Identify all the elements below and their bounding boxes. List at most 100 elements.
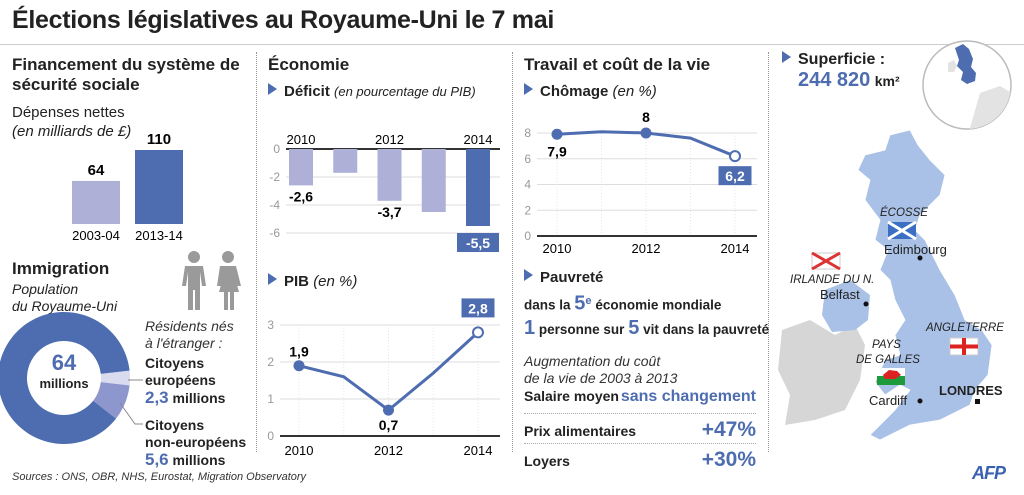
data-label: 8 bbox=[642, 109, 650, 125]
column-divider bbox=[256, 52, 257, 452]
y-tick-label: 3 bbox=[267, 318, 274, 332]
superficie: Superficie : 244 820 km² bbox=[782, 50, 900, 92]
triangle-bullet-icon bbox=[524, 83, 533, 95]
belfast-dot bbox=[863, 301, 869, 307]
northern-ireland-flag bbox=[811, 251, 841, 271]
triangle-bullet-icon bbox=[268, 83, 277, 95]
eu-value: 2,3 bbox=[145, 388, 169, 407]
noneu-citizens-label: Citoyens non-européens 5,6 millions bbox=[145, 417, 246, 469]
population-total: 64 bbox=[51, 350, 77, 375]
bar bbox=[72, 180, 120, 224]
region-label: DE GALLES bbox=[856, 354, 920, 366]
column-divider bbox=[512, 52, 513, 452]
series-line bbox=[298, 331, 480, 413]
cost-row-value: +47% bbox=[701, 418, 756, 441]
great-britain-shape bbox=[857, 129, 993, 441]
eu-unit: millions bbox=[172, 390, 226, 406]
people-icons bbox=[182, 251, 241, 310]
donut-slice bbox=[100, 370, 130, 386]
cardiff-dot bbox=[917, 398, 923, 404]
superficie-unit: km² bbox=[874, 73, 900, 89]
deficit-bar-chart: 0 -2 -4 -6 2010 2012 2014 -2,6 -3,7 -5,5 bbox=[269, 132, 500, 252]
bar bbox=[421, 149, 446, 212]
chomage-title: Chômage (en %) bbox=[524, 82, 657, 101]
edimbourg-dot bbox=[917, 255, 923, 261]
region-label: ANGLETERRE bbox=[925, 322, 1004, 334]
financement-subtitle: Dépenses nettes bbox=[12, 104, 125, 121]
noneu-label-line1: Citoyens bbox=[145, 417, 205, 433]
bar bbox=[377, 149, 402, 201]
cost-intro-line2: de la vie de 2003 à 2013 bbox=[524, 370, 678, 386]
superficie-label: Superficie : bbox=[798, 51, 886, 68]
page-title: Élections législatives au Royaume-Uni le… bbox=[12, 6, 554, 34]
cost-row: Salaire moyen sans changement bbox=[524, 388, 756, 414]
triangle-bullet-icon bbox=[782, 51, 791, 63]
cost-row: Loyers +30% bbox=[524, 444, 756, 474]
triangle-bullet-icon bbox=[524, 269, 533, 281]
region-label: IRLANDE DU N. bbox=[790, 274, 874, 286]
afp-logo: AFP bbox=[972, 463, 1006, 483]
cost-intro: Augmentation du coût de la vie de 2003 à… bbox=[524, 353, 677, 387]
cost-row-label: Loyers bbox=[524, 453, 570, 469]
deficit-title: Déficit (en pourcentage du PIB) bbox=[268, 82, 476, 101]
immigration-subtitle-line2: du Royaume-Uni bbox=[12, 298, 118, 314]
data-label: 1,9 bbox=[289, 344, 309, 360]
x-tick-label: 2014 bbox=[464, 443, 493, 458]
chomage-title-text: Chômage bbox=[540, 83, 609, 100]
immigration-subtitle-line1: Population bbox=[12, 281, 79, 297]
data-label: 7,9 bbox=[547, 143, 567, 159]
pauvrete-title: Pauvreté bbox=[524, 268, 603, 287]
residents-line1: Résidents nés bbox=[145, 318, 234, 334]
city-label: Cardiff bbox=[869, 393, 907, 408]
immigration-heading: Immigration bbox=[12, 259, 110, 278]
data-point bbox=[640, 127, 652, 139]
noneu-label-line2: non-européens bbox=[145, 434, 247, 450]
eu-label-line2: européens bbox=[145, 372, 216, 388]
bar bbox=[135, 150, 183, 224]
cost-table: Salaire moyen sans changement Prix alime… bbox=[524, 388, 756, 474]
x-tick-label: 2014 bbox=[464, 132, 493, 147]
cost-row-label: Prix alimentaires bbox=[524, 423, 637, 439]
triangle-bullet-icon bbox=[268, 273, 277, 285]
woman-icon bbox=[217, 251, 241, 310]
city-label: Belfast bbox=[820, 287, 860, 302]
immigration-subtitle: Population du Royaume-Uni bbox=[12, 281, 117, 315]
population-unit: millions bbox=[39, 376, 89, 391]
highlight-tag bbox=[461, 298, 495, 318]
data-label: -3,7 bbox=[377, 204, 401, 220]
y-tick-label: 8 bbox=[524, 126, 531, 140]
pauvrete-line2: 1 personne sur 5 vit dans la pauvreté bbox=[524, 316, 770, 339]
x-tick-label: 2012 bbox=[632, 241, 661, 256]
data-label: -2,6 bbox=[289, 188, 313, 204]
x-tick-label: 2012 bbox=[374, 443, 403, 458]
england-flag bbox=[949, 337, 979, 356]
travail-heading: Travail et coût de la vie bbox=[524, 55, 711, 74]
y-tick-label: 2 bbox=[267, 355, 274, 369]
cost-row-value: sans changement bbox=[620, 388, 756, 405]
y-tick-label: -6 bbox=[269, 226, 280, 240]
eu-citizens-label: Citoyens européens 2,3 millions bbox=[145, 355, 225, 407]
y-tick-label: 2 bbox=[524, 203, 531, 217]
uk-map: ÉCOSSE IRLANDE DU N. PAYS DE GALLES ANGL… bbox=[778, 129, 1004, 441]
northern-ireland-shape bbox=[822, 280, 870, 332]
londres-square bbox=[975, 399, 980, 404]
donut-slice bbox=[0, 312, 130, 444]
x-tick-label: 2014 bbox=[721, 241, 750, 256]
data-point bbox=[472, 326, 484, 339]
wales-flag bbox=[877, 368, 905, 385]
city-label: Edimbourg bbox=[884, 242, 947, 257]
highlight-tag bbox=[457, 233, 499, 252]
locator-globe bbox=[922, 40, 1012, 130]
x-tick-label: 2010 bbox=[543, 241, 572, 256]
pib-title: PIB (en %) bbox=[268, 272, 357, 291]
data-point bbox=[383, 404, 394, 416]
y-tick-label: -4 bbox=[269, 198, 280, 212]
pauvrete-line1: dans la 5e économie mondiale bbox=[524, 292, 722, 315]
deficit-unit: (en pourcentage du PIB) bbox=[334, 84, 476, 99]
immigration-donut-chart bbox=[0, 312, 143, 444]
financement-heading: Financement du système de sécurité socia… bbox=[12, 55, 240, 94]
pib-line-chart: 0 1 2 3 2010 2012 2014 1,9 0,7 2,8 bbox=[267, 298, 500, 458]
superficie-value: 244 820 bbox=[798, 69, 871, 91]
chomage-unit: (en %) bbox=[612, 83, 657, 100]
residents-line2: à l'étranger : bbox=[145, 335, 223, 351]
